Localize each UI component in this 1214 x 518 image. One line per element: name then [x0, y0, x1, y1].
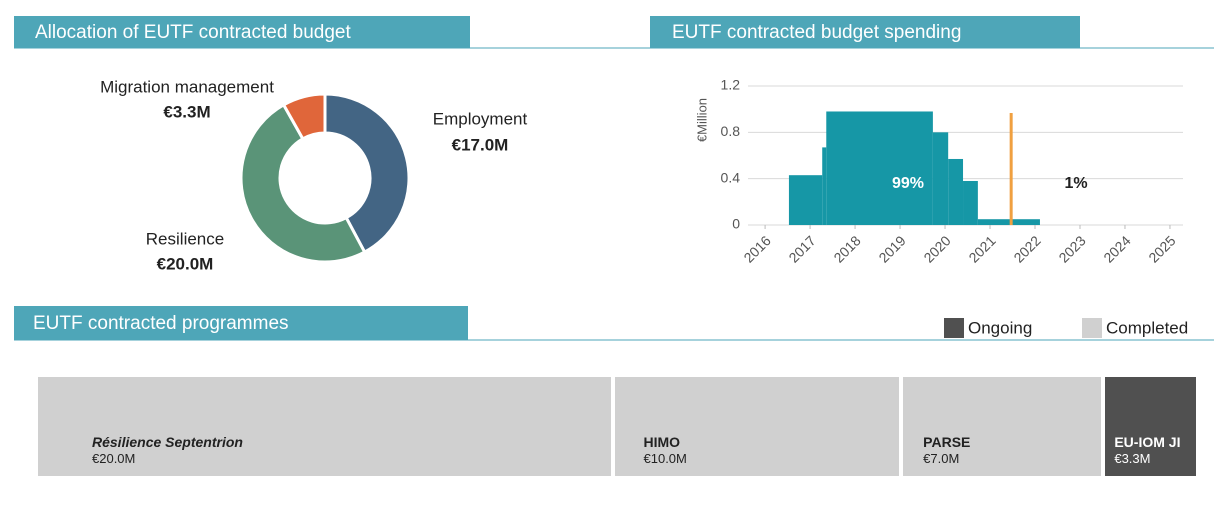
slice-value: €3.3M [163, 102, 210, 121]
pie-slice [323, 92, 411, 255]
bar [788, 175, 823, 225]
panel-title: Allocation of EUTF contracted budget [35, 22, 352, 43]
annotation: 1% [1064, 175, 1087, 192]
x-tick-label: 2021 [965, 232, 998, 265]
pie-slice [281, 92, 327, 141]
slice-label: Migration management [100, 77, 274, 96]
y-axis-label: €Million [694, 98, 709, 142]
tile-value: €3.3M [1114, 451, 1151, 466]
x-tick-label: 2022 [1010, 232, 1043, 265]
tile-value: €10.0M [643, 451, 687, 466]
x-tick-label: 2019 [875, 232, 908, 265]
tile-value: €20.0M [92, 451, 136, 466]
legend-label: Ongoing [968, 318, 1032, 337]
bar [822, 147, 827, 225]
bar [948, 158, 964, 225]
x-tick-label: 2024 [1100, 232, 1133, 265]
tile-name: HIMO [643, 434, 681, 450]
y-tick-label: 0 [732, 216, 740, 232]
tile-name: EU-IOM JI [1114, 434, 1181, 450]
treemap-tile: PARSE €7.0M [903, 377, 1101, 476]
tile-name: PARSE [923, 434, 971, 450]
y-tick-label: 0.8 [721, 123, 741, 139]
panel-header [650, 16, 1080, 48]
slice-label: Resilience [146, 229, 224, 248]
treemap-tile: EU-IOM JI €3.3M [1104, 377, 1196, 476]
panel-title: EUTF contracted budget spending [672, 22, 961, 43]
x-tick-label: 2016 [740, 232, 773, 265]
panel-header [14, 16, 470, 48]
x-tick-label: 2020 [920, 232, 953, 265]
legend-swatch [944, 318, 964, 338]
slice-value: €20.0M [157, 254, 214, 273]
x-tick-label: 2023 [1055, 232, 1088, 265]
bar [932, 132, 949, 225]
x-tick-label: 2017 [785, 232, 818, 265]
tile-value: €7.0M [923, 451, 960, 466]
panel-title: EUTF contracted programmes [33, 313, 289, 334]
treemap-tile: HIMO €10.0M [614, 377, 899, 476]
legend-label: Completed [1106, 318, 1188, 337]
pie-slice [239, 102, 367, 264]
bar [963, 180, 978, 225]
slice-label: Employment [433, 109, 528, 128]
panel-header [14, 306, 468, 340]
x-tick-label: 2018 [830, 232, 863, 265]
slice-value: €17.0M [452, 135, 509, 154]
x-tick-label: 2025 [1145, 232, 1178, 265]
tile-name: Résilience Septentrion [92, 434, 243, 450]
treemap-tile: Résilience Septentrion €20.0M [38, 377, 611, 476]
legend-swatch [1082, 318, 1102, 338]
bar [977, 219, 1040, 225]
bar [826, 111, 933, 225]
annotation: 99% [892, 175, 924, 192]
y-tick-label: 1.2 [721, 77, 741, 93]
y-tick-label: 0.4 [721, 169, 741, 185]
